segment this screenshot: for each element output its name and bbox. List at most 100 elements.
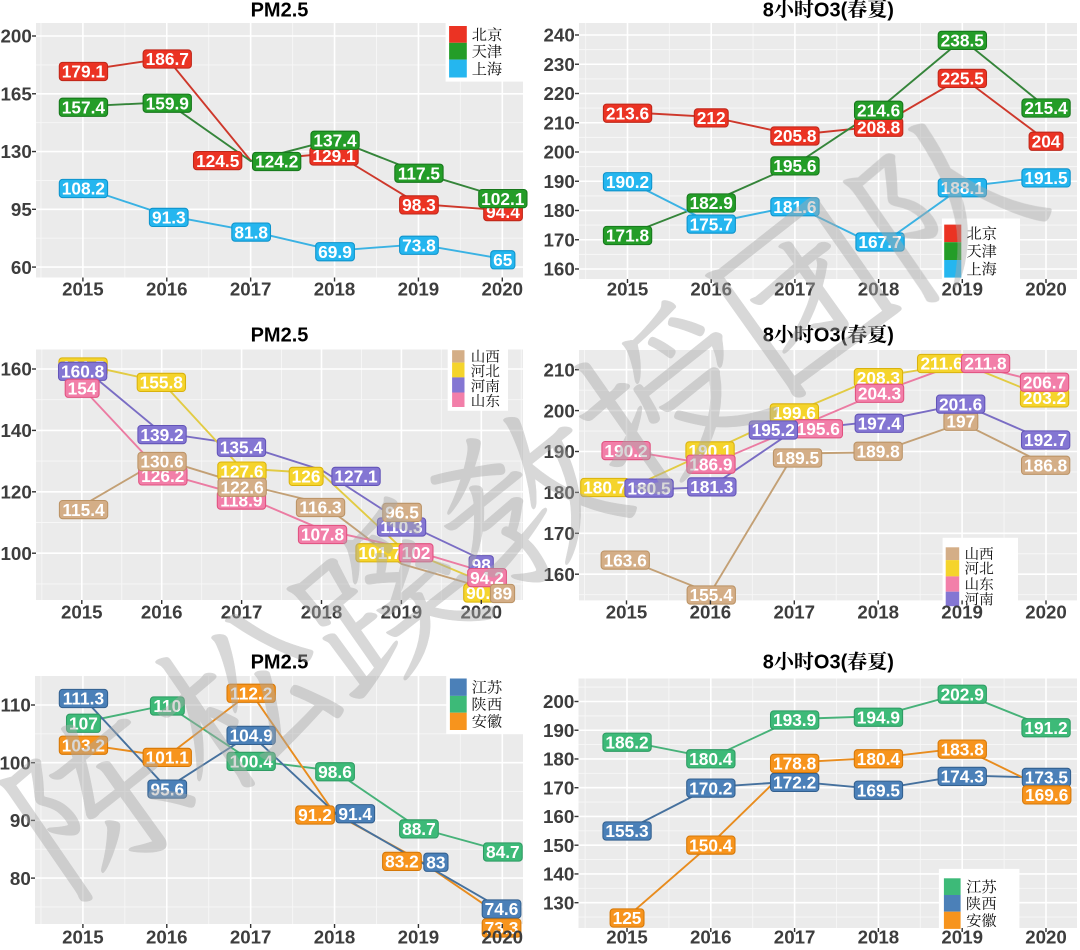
svg-text:195.6: 195.6 (773, 156, 816, 176)
svg-text:): ) (887, 652, 894, 674)
svg-text:2019: 2019 (398, 279, 440, 300)
svg-text:190.2: 190.2 (606, 172, 649, 192)
svg-text:2015: 2015 (607, 279, 649, 300)
svg-text:2016: 2016 (690, 927, 732, 948)
svg-text:186.8: 186.8 (1024, 456, 1068, 476)
svg-text:220: 220 (543, 83, 574, 104)
svg-text:208.3: 208.3 (857, 368, 900, 388)
svg-text:175.7: 175.7 (690, 214, 733, 234)
svg-text:211.8: 211.8 (964, 354, 1007, 374)
svg-text:208.8: 208.8 (857, 118, 901, 138)
svg-text:2020: 2020 (1025, 279, 1067, 300)
svg-text:2015: 2015 (606, 602, 648, 623)
svg-text:84.7: 84.7 (486, 842, 520, 862)
svg-text:180.4: 180.4 (689, 749, 733, 769)
svg-text:230: 230 (543, 54, 574, 75)
svg-text:193.9: 193.9 (773, 710, 816, 730)
svg-text:65: 65 (493, 250, 513, 270)
svg-text:210: 210 (543, 112, 574, 133)
svg-text:171.8: 171.8 (606, 226, 650, 246)
svg-text:195.6: 195.6 (797, 419, 840, 439)
svg-text:2015: 2015 (606, 927, 648, 948)
svg-text:117.5: 117.5 (398, 163, 441, 183)
svg-text:135.4: 135.4 (220, 437, 264, 457)
svg-text:137.4: 137.4 (313, 131, 357, 151)
svg-text:202.9: 202.9 (941, 684, 984, 704)
svg-text:170: 170 (543, 523, 574, 544)
svg-text:102.1: 102.1 (481, 189, 525, 209)
svg-text:170: 170 (543, 229, 574, 250)
svg-text:89: 89 (493, 584, 512, 604)
svg-text:200: 200 (543, 142, 574, 163)
svg-text:83: 83 (426, 853, 445, 873)
svg-text:170.2: 170.2 (689, 778, 732, 798)
svg-text:2015: 2015 (61, 602, 103, 623)
svg-text:180.4: 180.4 (857, 749, 901, 769)
svg-text:157.4: 157.4 (62, 98, 106, 118)
svg-text:2018: 2018 (858, 927, 900, 948)
svg-text:199.6: 199.6 (773, 403, 816, 423)
svg-text:200: 200 (543, 691, 574, 712)
svg-text:139.2: 139.2 (140, 425, 183, 445)
svg-text:150: 150 (543, 835, 574, 856)
svg-text:8: 8 (763, 0, 774, 21)
svg-text:160: 160 (543, 564, 574, 585)
svg-text:191.2: 191.2 (1024, 718, 1067, 738)
svg-text:189.5: 189.5 (776, 448, 820, 468)
svg-text:115.4: 115.4 (62, 500, 105, 520)
svg-text:2019: 2019 (398, 927, 440, 948)
svg-text:2016: 2016 (146, 927, 188, 948)
svg-text:PM2.5: PM2.5 (251, 0, 309, 21)
svg-text:190: 190 (543, 720, 574, 741)
svg-text:2017: 2017 (230, 279, 272, 300)
svg-text:204.3: 204.3 (858, 384, 901, 404)
svg-text:159.9: 159.9 (146, 93, 189, 113)
svg-text:2020: 2020 (1025, 602, 1067, 623)
svg-text:130: 130 (543, 892, 574, 913)
svg-text:200: 200 (543, 400, 574, 421)
svg-text:80: 80 (10, 868, 31, 889)
svg-text:240: 240 (543, 25, 574, 46)
svg-text:101.1: 101.1 (146, 748, 190, 768)
svg-text:186.7: 186.7 (146, 49, 189, 69)
svg-text:2018: 2018 (314, 279, 356, 300)
svg-text:213.6: 213.6 (606, 103, 649, 123)
svg-text:2019: 2019 (941, 927, 983, 948)
svg-text:124.5: 124.5 (196, 151, 240, 171)
svg-text:191.5: 191.5 (1024, 168, 1068, 188)
svg-text:174.3: 174.3 (941, 767, 984, 787)
svg-text:116.3: 116.3 (299, 498, 341, 518)
svg-text:2018: 2018 (314, 927, 356, 948)
svg-text:2017: 2017 (774, 927, 816, 948)
svg-text:120: 120 (0, 482, 31, 503)
svg-text:124.2: 124.2 (255, 152, 298, 172)
svg-text:2020: 2020 (482, 279, 524, 300)
svg-text:2019: 2019 (942, 279, 984, 300)
svg-text:225.5: 225.5 (941, 69, 985, 89)
svg-text:74.6: 74.6 (485, 899, 519, 919)
svg-text:203.2: 203.2 (1023, 388, 1066, 408)
svg-text:2019: 2019 (941, 602, 983, 623)
svg-text:88.7: 88.7 (402, 819, 436, 839)
svg-text:150.4: 150.4 (689, 835, 733, 855)
svg-text:81.8: 81.8 (234, 222, 268, 242)
svg-text:210: 210 (543, 359, 574, 380)
svg-text:155.3: 155.3 (605, 821, 648, 841)
svg-text:122.6: 122.6 (220, 478, 263, 498)
svg-text:O3(: O3( (814, 0, 848, 21)
svg-text:165: 165 (0, 83, 31, 104)
svg-text:197.4: 197.4 (858, 414, 902, 434)
svg-text:204: 204 (1032, 132, 1061, 152)
svg-text:): ) (887, 0, 894, 21)
svg-text:140: 140 (543, 864, 574, 885)
svg-text:107: 107 (69, 714, 98, 734)
svg-text:205.8: 205.8 (773, 126, 817, 146)
svg-text:169.6: 169.6 (1025, 785, 1068, 805)
svg-text:190: 190 (543, 171, 574, 192)
svg-text:110: 110 (0, 695, 30, 716)
svg-text:206.7: 206.7 (1023, 372, 1066, 392)
svg-text:8: 8 (763, 325, 774, 347)
svg-text:8: 8 (763, 652, 774, 674)
svg-text:180: 180 (543, 749, 574, 770)
svg-text:60: 60 (11, 257, 32, 278)
